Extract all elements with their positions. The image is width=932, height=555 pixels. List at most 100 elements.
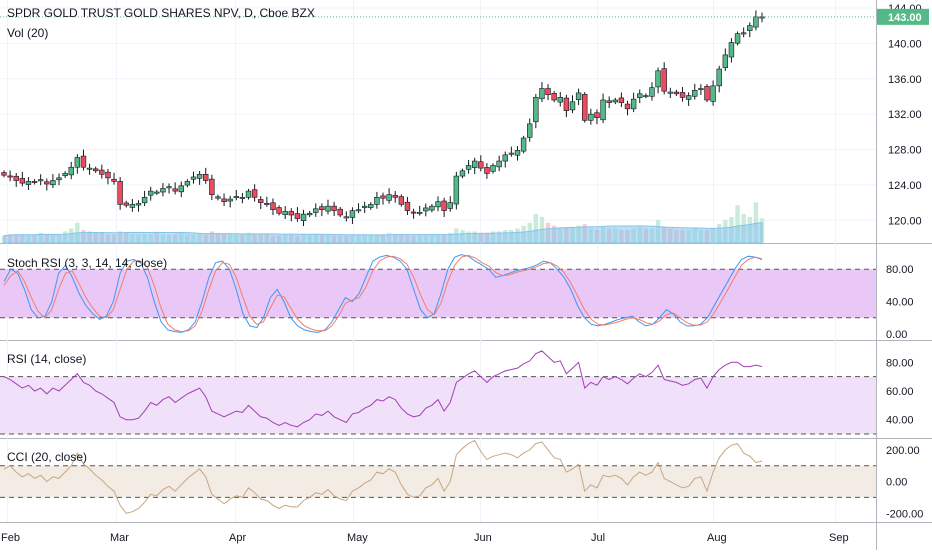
candle-body (56, 177, 62, 181)
candle-body (13, 175, 19, 181)
candle-body (313, 208, 319, 213)
last-price-label: 143.00 (888, 12, 922, 24)
time-axis-label: Sep (829, 532, 849, 544)
candle-body (484, 167, 490, 174)
candle-body (710, 85, 716, 102)
stoch-rsi-series-line (3, 254, 763, 333)
candle-body (25, 181, 32, 185)
candle-body (343, 216, 350, 219)
candle-body (282, 211, 288, 215)
candle-body (374, 197, 380, 205)
candle-body (520, 137, 527, 152)
candle-body (673, 91, 680, 95)
last-price-badge (877, 8, 929, 25)
candle-body (7, 175, 13, 178)
time-axis-label: May (347, 532, 368, 544)
candle-body (325, 205, 331, 212)
candle-body (319, 206, 325, 210)
candle-body (398, 196, 405, 205)
candle-body (606, 100, 612, 103)
candle-body (166, 186, 172, 189)
time-axis-label: Jun (474, 532, 492, 544)
candle-body (416, 212, 423, 214)
candle-body (209, 178, 215, 195)
candle-body (514, 150, 521, 156)
candle-body (294, 213, 301, 219)
candle-body (551, 92, 557, 101)
candle-body (245, 190, 252, 198)
volume-ma-area (3, 222, 763, 244)
candle-body (655, 70, 661, 88)
candle-body (716, 68, 722, 87)
candle-body (123, 202, 129, 206)
candle-body (527, 123, 533, 138)
candle-body (117, 181, 123, 205)
candle-body (258, 199, 264, 203)
price-tick-label: 120.00 (888, 215, 922, 227)
candle-body (264, 203, 270, 205)
candle-body (392, 195, 398, 198)
candle-body (74, 157, 81, 168)
candle-body (37, 179, 44, 182)
price-tick-label: 136.00 (888, 74, 922, 86)
candle-body (190, 176, 197, 180)
candle-body (649, 87, 655, 97)
symbol-title[interactable]: SPDR GOLD TRUST GOLD SHARES NPV, D, Cboe… (7, 6, 315, 20)
candle-body (459, 170, 466, 177)
candle-body (685, 95, 692, 100)
candle-body (31, 181, 38, 183)
cci-legend[interactable]: CCI (20, close) (7, 450, 88, 464)
candle-body (306, 212, 313, 216)
time-axis-label: Aug (707, 532, 727, 544)
candle-body (288, 211, 295, 216)
candle-body (178, 185, 184, 193)
candle-body (386, 194, 392, 201)
candle-body (692, 89, 698, 97)
volume-legend[interactable]: Vol (20) (7, 26, 49, 40)
candle-body (337, 208, 343, 216)
candle-body (600, 99, 606, 121)
candle-body (380, 195, 386, 199)
candle-body (44, 181, 50, 185)
candle-body (563, 97, 570, 111)
candle-body (160, 188, 166, 193)
stoch-rsi-band (0, 269, 876, 318)
price-tick-label: 132.00 (888, 109, 922, 121)
candle-body (734, 33, 741, 44)
candle-body (270, 202, 276, 210)
candle-body (502, 154, 508, 162)
candle-body (1, 172, 7, 176)
candle-body (490, 165, 496, 172)
stoch-rsi-legend[interactable]: Stoch RSI (3, 3, 14, 14, close) (7, 256, 168, 270)
candle-body (630, 98, 637, 110)
stoch-rsi-tick-label: 40.00 (886, 297, 914, 309)
candle-body (80, 155, 87, 168)
candle-body (111, 178, 117, 182)
rsi-legend[interactable]: RSI (14, close) (7, 352, 87, 366)
candle-body (141, 197, 148, 204)
candle-body (233, 196, 239, 198)
candle-body (368, 204, 374, 208)
candle-body (557, 97, 563, 103)
candle-body (740, 32, 747, 35)
candle-body (361, 205, 368, 208)
cci-band (0, 465, 876, 498)
volume-bar (753, 202, 759, 243)
candle-body (661, 68, 667, 92)
rsi-series-line (3, 350, 763, 428)
candle-body (404, 201, 411, 211)
candle-body (704, 86, 710, 101)
candle-body (618, 97, 625, 103)
candle-body (643, 95, 649, 98)
candle-body (203, 174, 209, 181)
time-axis-label: Feb (1, 532, 20, 544)
candle-body (478, 161, 484, 169)
candle-body (276, 207, 282, 214)
cci-tick-label: 0.00 (886, 477, 907, 489)
candle-body (496, 160, 502, 168)
candle-body (637, 93, 643, 99)
candle-body (86, 167, 93, 170)
candle-body (545, 88, 551, 95)
